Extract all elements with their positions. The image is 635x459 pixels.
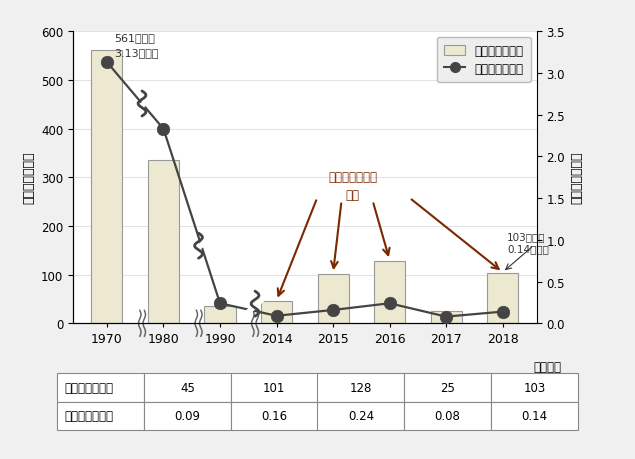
- Bar: [261, 302, 292, 324]
- Text: 台風・地震等の
影響: 台風・地震等の 影響: [328, 171, 377, 202]
- Bar: [374, 262, 405, 324]
- Bar: [91, 51, 123, 324]
- Y-axis label: 停電回数（回）: 停電回数（回）: [570, 151, 584, 204]
- Bar: [148, 161, 179, 324]
- Y-axis label: 停電時間（分）: 停電時間（分）: [22, 151, 36, 204]
- Bar: [318, 274, 349, 324]
- Bar: [431, 312, 462, 324]
- Text: 3.13（回）: 3.13（回）: [114, 48, 159, 58]
- Text: 561（分）: 561（分）: [114, 33, 155, 43]
- Text: 0.14（回）: 0.14（回）: [507, 243, 549, 253]
- Bar: [204, 307, 236, 324]
- Bar: [487, 274, 518, 324]
- Text: （年度）: （年度）: [534, 360, 562, 373]
- Text: 103（分）: 103（分）: [507, 232, 545, 242]
- Legend: 停電時間（分）, 停電回数（回）: 停電時間（分）, 停電回数（回）: [437, 38, 531, 83]
